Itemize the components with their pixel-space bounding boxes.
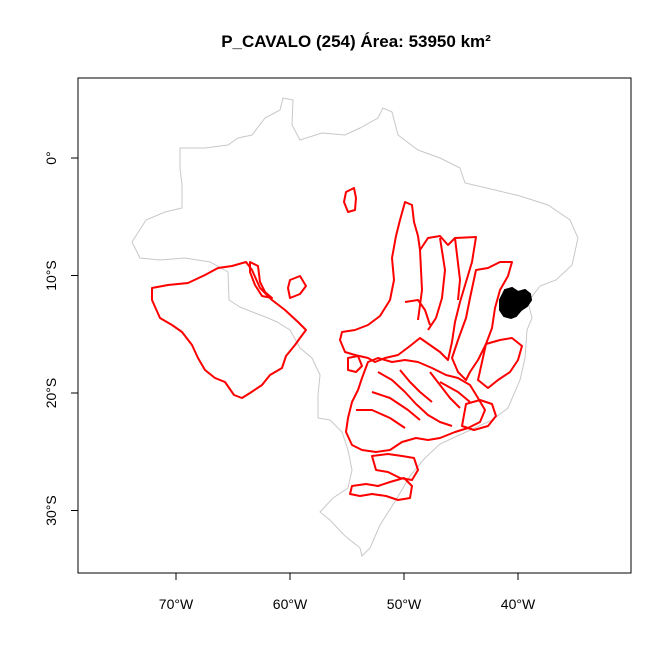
brazil-outline — [131, 97, 579, 557]
plot-frame — [77, 77, 632, 574]
basin-west — [151, 261, 307, 399]
x-tick-label-1: 60°W — [273, 596, 308, 612]
x-tick-label-0: 70°W — [159, 596, 194, 612]
y-tick-label-1: 10°S — [43, 260, 59, 291]
basin-outlines — [151, 187, 523, 501]
y-tick-label-2: 20°S — [43, 378, 59, 409]
x-tick-label-3: 40°W — [501, 596, 536, 612]
y-tick-label-0: 0° — [43, 151, 59, 164]
x-tick-label-2: 50°W — [387, 596, 422, 612]
map-title: P_CAVALO (254) Área: 53950 km² — [221, 32, 491, 51]
y-axis: 0° 10°S 20°S 30°S — [43, 151, 78, 526]
highlighted-basin-p-cavalo — [499, 286, 533, 320]
x-axis: 70°W 60°W 50°W 40°W — [159, 573, 536, 612]
y-tick-label-3: 30°S — [43, 495, 59, 526]
basin-central — [339, 201, 477, 363]
